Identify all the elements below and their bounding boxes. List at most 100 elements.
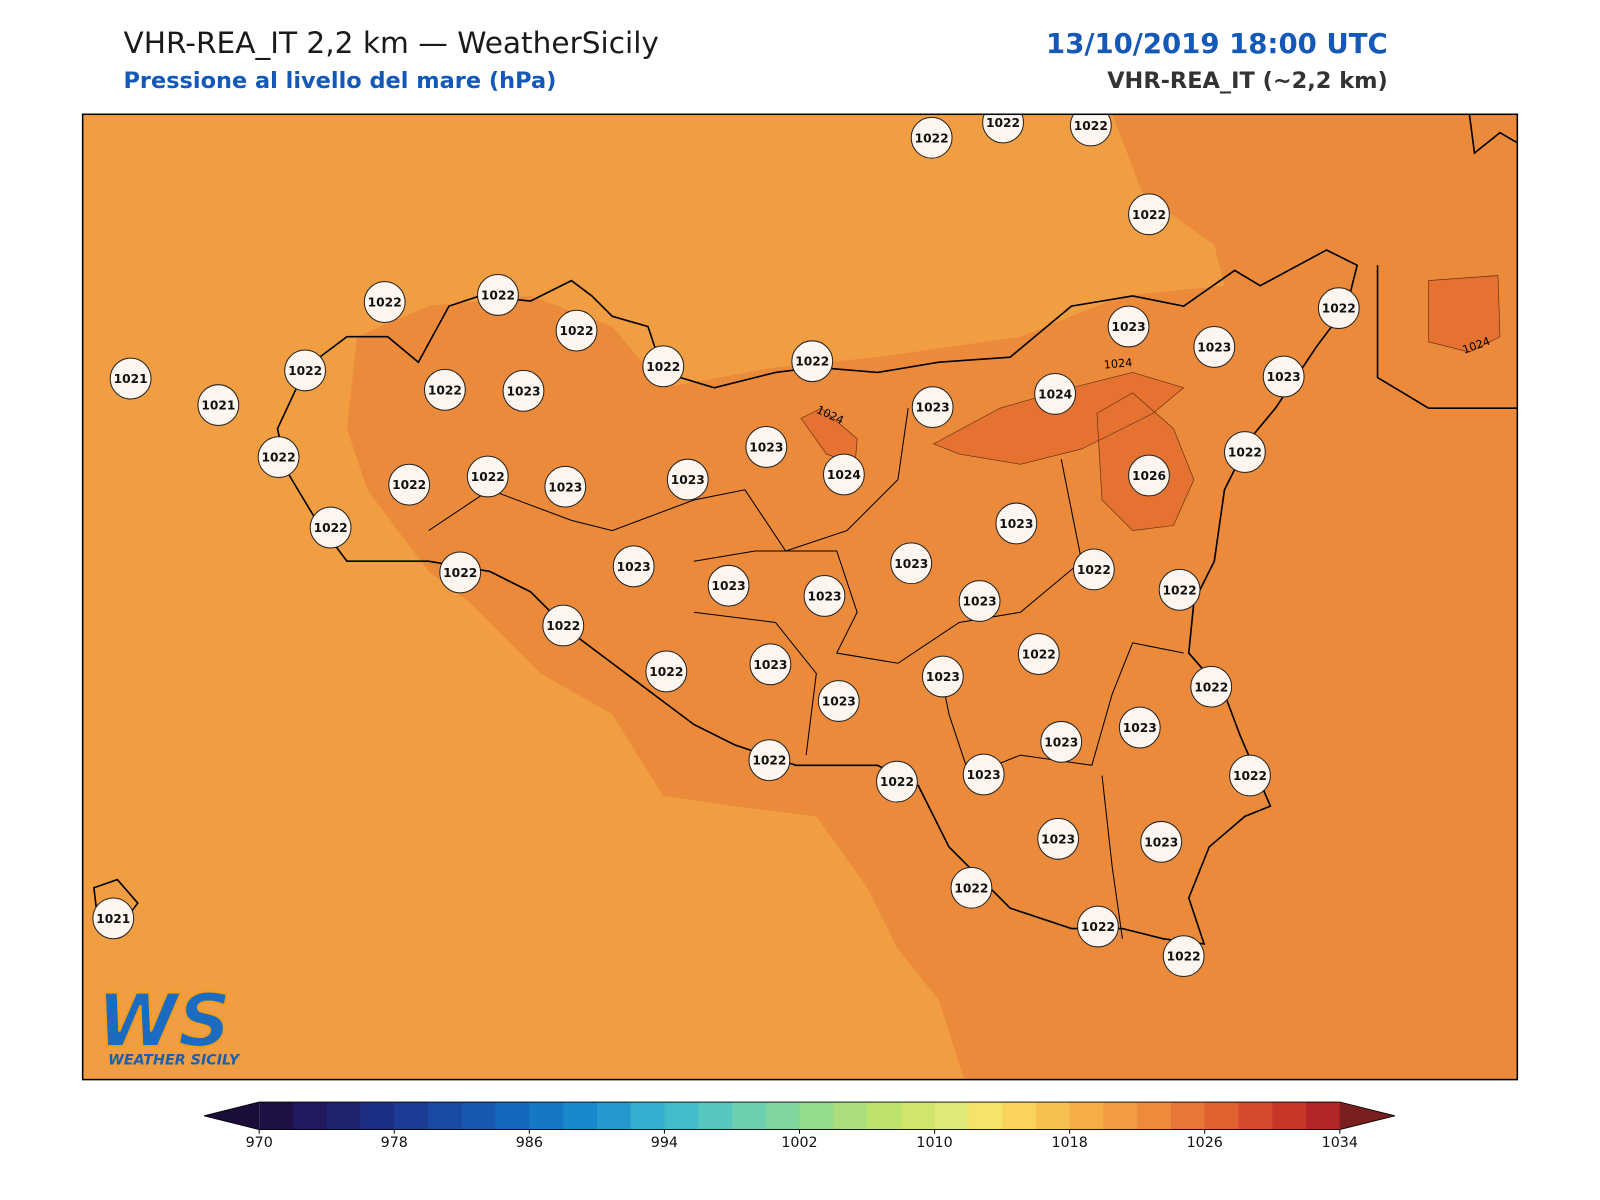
station-marker (791, 340, 834, 383)
station: 1023 (666, 458, 709, 501)
station: 1022 (1162, 935, 1205, 978)
station-value: 1023 (506, 384, 540, 398)
colorbar-tick-label: 1034 (1322, 1135, 1358, 1151)
station-marker (1229, 754, 1271, 797)
station-value: 1022 (880, 775, 914, 789)
station: 1023 (1140, 820, 1183, 863)
station-marker (502, 369, 545, 412)
station: 1022 (388, 463, 431, 506)
station-value: 1024 (1038, 387, 1072, 401)
station: 1022 (1229, 754, 1271, 797)
colorbar-swatch (698, 1102, 733, 1130)
station-marker (803, 575, 846, 617)
station: 1022 (791, 340, 834, 383)
colorbar-swatch (1069, 1102, 1104, 1130)
station-marker (1140, 820, 1183, 863)
colorbar-tick-label: 1026 (1187, 1135, 1223, 1151)
date: 13/10/2019 18:00 UTC (1046, 28, 1388, 60)
station: 1022 (645, 650, 688, 693)
colorbar-swatch (1137, 1102, 1172, 1130)
colorbar-swatch (394, 1102, 429, 1130)
station: 1022 (477, 273, 519, 316)
colorbar-swatch (731, 1102, 767, 1130)
station-marker (707, 564, 750, 607)
station-marker (1128, 454, 1170, 497)
colorbar-swatch (867, 1102, 902, 1130)
station-value: 1022 (481, 288, 515, 302)
station-value: 1022 (752, 754, 786, 768)
station: 1023 (745, 426, 788, 468)
station: 1023 (1040, 720, 1083, 763)
station-value: 1022 (954, 881, 988, 895)
station-marker (423, 368, 466, 411)
station-value: 1023 (894, 557, 928, 571)
station-value: 1023 (1041, 832, 1075, 846)
station-value: 1022 (1194, 680, 1228, 694)
station-marker (1040, 720, 1083, 763)
station-marker (749, 643, 792, 686)
station: 1023 (502, 369, 545, 412)
station: 1022 (555, 309, 598, 352)
station: 1022 (363, 281, 406, 323)
station: 1022 (1317, 287, 1360, 330)
station-value: 1022 (314, 521, 348, 535)
station-marker (1158, 568, 1201, 611)
colorbar-swatch (833, 1102, 868, 1130)
station-value: 1023 (753, 658, 787, 672)
station-marker (612, 545, 655, 588)
station-marker (388, 463, 431, 506)
station: 1022 (1077, 905, 1119, 948)
station: 1023 (612, 545, 655, 588)
colorbar-swatch (292, 1102, 328, 1130)
station: 1022 (950, 866, 993, 909)
model: VHR-REA_IT (~2,2 km) (1107, 68, 1388, 94)
station-marker (1077, 905, 1119, 948)
station: 1022 (423, 368, 466, 411)
station: 1022 (1158, 568, 1201, 611)
station: 1023 (1037, 817, 1080, 860)
station-value: 1023 (1144, 835, 1178, 849)
station-marker (1037, 817, 1080, 860)
colorbar-swatch (596, 1102, 632, 1130)
colorbar-tick-label: 1010 (916, 1135, 952, 1151)
station: 1023 (803, 575, 846, 617)
station: 1022 (309, 506, 352, 549)
station: 1023 (1118, 706, 1161, 749)
colorbar-under (204, 1102, 260, 1130)
colorbar-swatch (563, 1102, 598, 1130)
colorbar-swatch (1035, 1102, 1071, 1130)
station-value: 1023 (967, 768, 1001, 782)
station-value: 1021 (201, 399, 235, 413)
station-marker (92, 897, 135, 940)
station: 1023 (707, 564, 750, 607)
map: 1024 1024 1024 1022 1022 1022 1022 1022 1022 1022… (82, 114, 1518, 1080)
station-marker (645, 650, 688, 693)
station: 1022 (257, 436, 300, 479)
station-marker (910, 116, 953, 159)
colorbar-swatch (360, 1102, 395, 1130)
colorbar-swatch (765, 1102, 800, 1130)
colorbar-over (1339, 1102, 1395, 1130)
pressure-zone (800, 275, 1501, 531)
station-value: 1021 (96, 912, 130, 926)
station: 1026 (1128, 454, 1170, 497)
station-value: 1022 (559, 324, 593, 338)
station: 1023 (995, 502, 1038, 545)
station-marker (921, 655, 964, 698)
colorbar-swatch (1002, 1102, 1037, 1130)
colorbar-swatch (259, 1102, 294, 1130)
station-value: 1022 (1022, 648, 1056, 662)
colorbar-swatch (799, 1102, 834, 1130)
station-marker (1128, 193, 1170, 236)
station: 1021 (109, 357, 152, 400)
station-marker (1190, 665, 1233, 708)
station-marker (817, 680, 860, 722)
station-value: 1023 (1112, 320, 1146, 334)
station-marker (544, 465, 587, 508)
station-value: 1023 (749, 440, 783, 454)
station-marker (1118, 706, 1161, 749)
station-marker (642, 345, 685, 388)
station-marker (1193, 326, 1236, 368)
station-value: 1022 (649, 665, 683, 679)
station-marker (466, 455, 509, 498)
